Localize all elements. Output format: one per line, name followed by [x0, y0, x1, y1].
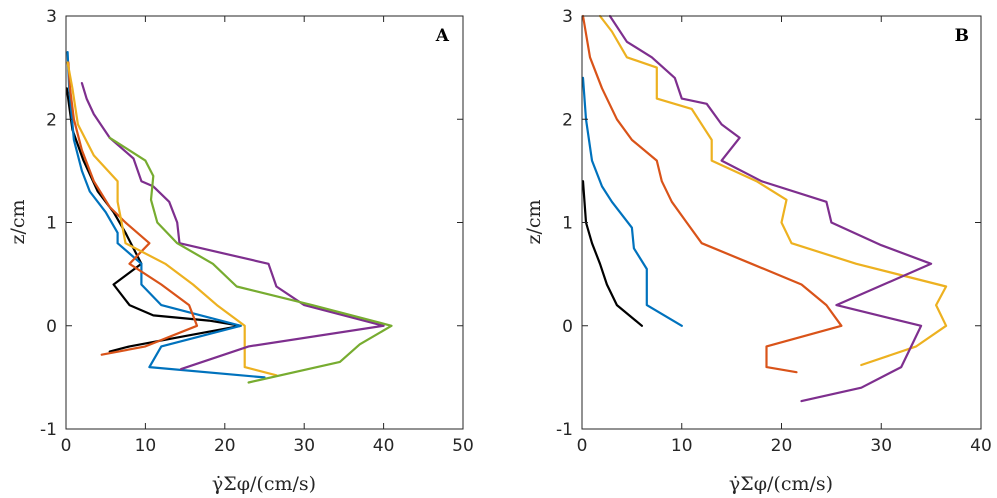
panel-b-x-tick-label: 20 [771, 436, 793, 456]
panel-a-y-tick-label: 2 [46, 110, 57, 130]
panel-b-y-tick-label: 1 [562, 214, 573, 234]
panel-a-series-orange-line [67, 61, 199, 356]
panel-a-x-axis-label: γ̇Σφ/(cm/s) [212, 473, 316, 495]
panel-b-x-tick-label: 40 [970, 436, 992, 456]
panel-b-series-yellow-line [598, 14, 948, 367]
panel-a-y-axis-label: z/cm [7, 199, 29, 244]
panel-b-series-orange-line [581, 14, 843, 374]
panel-a-y-tick-label: -1 [40, 420, 57, 440]
panel-b-x-axis-label: γ̇Σφ/(cm/s) [729, 473, 833, 495]
panel-a-y-tick-label: 1 [46, 214, 57, 234]
panel-b-y-tick-label: 3 [562, 7, 573, 27]
panel-b-x-tick-label: 10 [671, 436, 693, 456]
panel-a-x-tick-label: 30 [293, 436, 315, 456]
panel-b-y-tick-label: 0 [562, 317, 573, 337]
panel-a-y-tick-label: 0 [46, 317, 57, 337]
panel-b-series [581, 14, 948, 403]
panel-b-label: B [955, 26, 969, 46]
panel-a-x-tick-label: 20 [214, 436, 236, 456]
panel-b-x-tick-label: 30 [870, 436, 892, 456]
panel-a-series-green-line [108, 136, 393, 384]
panel-a-x-tick-label: 10 [135, 436, 157, 456]
panel-b-series-purple-line [608, 14, 933, 403]
panel-a-series-blue-line [66, 50, 266, 379]
panel-a-series-yellow-line [66, 61, 278, 377]
panel-a-x-tick-label: 0 [61, 436, 72, 456]
panel-a-series [65, 50, 393, 384]
panel-a-x-tick-label: 40 [373, 436, 395, 456]
panel-b-y-axis-label: z/cm [523, 199, 545, 244]
panel-b-y-tick-label: 2 [562, 110, 573, 130]
panel-b-series-blue-line [581, 76, 683, 327]
panel-a-label: A [435, 26, 450, 46]
panel-a-x-tick-label: 50 [452, 436, 474, 456]
panel-b-y-tick-label: -1 [556, 420, 573, 440]
panel-a-series-purple-line [80, 81, 385, 371]
panel-a-series-black-line [65, 87, 242, 353]
panel-b-x-tick-label: 0 [577, 436, 588, 456]
panel-a-y-tick-label: 3 [46, 7, 57, 27]
